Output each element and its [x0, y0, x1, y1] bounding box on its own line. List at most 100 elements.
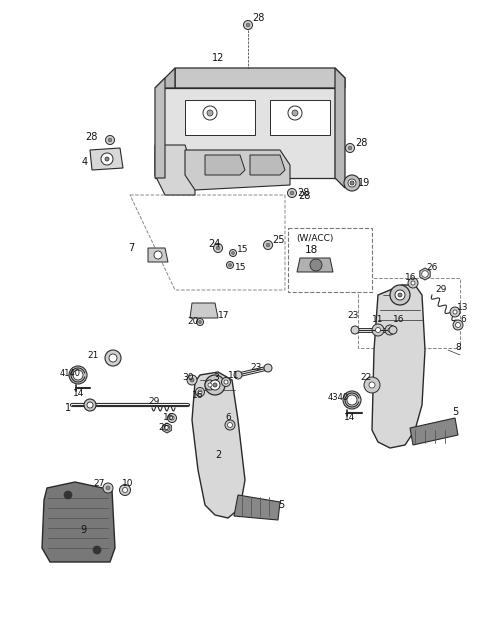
- Text: 3: 3: [213, 373, 219, 383]
- Circle shape: [389, 326, 397, 334]
- Circle shape: [395, 290, 405, 300]
- Circle shape: [450, 307, 460, 317]
- Text: 11: 11: [372, 315, 384, 325]
- Text: 11: 11: [228, 371, 240, 379]
- Circle shape: [187, 375, 197, 385]
- Text: 9: 9: [80, 525, 86, 535]
- Circle shape: [372, 324, 384, 336]
- Text: 1: 1: [65, 403, 71, 413]
- Circle shape: [292, 110, 298, 116]
- Circle shape: [228, 422, 232, 427]
- Text: 4140: 4140: [60, 368, 81, 378]
- Circle shape: [288, 188, 297, 198]
- Polygon shape: [155, 78, 165, 178]
- Text: 12: 12: [212, 53, 224, 63]
- Polygon shape: [250, 155, 285, 175]
- Circle shape: [170, 416, 174, 420]
- Circle shape: [229, 249, 237, 256]
- Circle shape: [343, 391, 361, 409]
- Circle shape: [369, 382, 375, 388]
- Circle shape: [408, 278, 418, 288]
- Circle shape: [234, 371, 242, 379]
- Circle shape: [103, 483, 113, 493]
- Text: 17: 17: [218, 310, 229, 320]
- Circle shape: [205, 375, 225, 395]
- Circle shape: [120, 485, 131, 496]
- Circle shape: [224, 380, 228, 384]
- Circle shape: [73, 370, 83, 380]
- Circle shape: [350, 181, 354, 185]
- Polygon shape: [192, 372, 245, 518]
- Polygon shape: [155, 68, 175, 88]
- Circle shape: [347, 395, 357, 405]
- Circle shape: [208, 383, 212, 387]
- Polygon shape: [185, 100, 255, 135]
- Text: 13: 13: [457, 304, 468, 312]
- Circle shape: [64, 491, 72, 499]
- Circle shape: [221, 378, 230, 386]
- Text: 19: 19: [358, 178, 370, 188]
- Circle shape: [203, 106, 217, 120]
- Text: 22: 22: [360, 373, 371, 383]
- Circle shape: [199, 320, 202, 323]
- Circle shape: [216, 246, 220, 250]
- Circle shape: [288, 106, 302, 120]
- Text: 14: 14: [73, 389, 84, 399]
- Polygon shape: [410, 418, 458, 445]
- Text: 5: 5: [452, 407, 458, 417]
- Circle shape: [411, 281, 415, 285]
- Polygon shape: [155, 145, 195, 195]
- Polygon shape: [185, 150, 290, 190]
- Circle shape: [453, 320, 463, 330]
- Polygon shape: [297, 258, 333, 272]
- Text: 7: 7: [128, 243, 134, 253]
- Text: 4: 4: [82, 157, 88, 167]
- Text: 29: 29: [148, 397, 159, 407]
- Circle shape: [346, 144, 355, 152]
- Circle shape: [87, 402, 93, 408]
- Circle shape: [456, 322, 460, 328]
- Circle shape: [205, 380, 215, 390]
- Text: 28: 28: [298, 191, 311, 201]
- Polygon shape: [90, 148, 123, 170]
- Text: 27: 27: [93, 480, 104, 488]
- Circle shape: [290, 191, 294, 195]
- Text: 26: 26: [158, 424, 169, 432]
- Circle shape: [266, 243, 270, 247]
- FancyBboxPatch shape: [288, 228, 372, 292]
- Text: 25: 25: [272, 235, 285, 245]
- Circle shape: [348, 179, 356, 187]
- Polygon shape: [163, 423, 171, 433]
- Circle shape: [227, 261, 233, 269]
- Circle shape: [101, 153, 113, 165]
- Text: 16: 16: [163, 414, 175, 422]
- Text: 16: 16: [405, 272, 417, 282]
- Circle shape: [207, 110, 213, 116]
- Circle shape: [196, 318, 204, 325]
- Text: 15: 15: [235, 264, 247, 272]
- Circle shape: [264, 364, 272, 372]
- Circle shape: [214, 243, 223, 253]
- Circle shape: [106, 486, 110, 490]
- Circle shape: [310, 259, 322, 271]
- Text: 30: 30: [182, 373, 193, 383]
- Text: 6: 6: [460, 315, 466, 325]
- Circle shape: [364, 377, 380, 393]
- Text: 23: 23: [347, 310, 359, 320]
- Text: 24: 24: [208, 239, 220, 249]
- Text: 20: 20: [187, 317, 198, 327]
- Text: (W/ACC): (W/ACC): [296, 233, 334, 243]
- Circle shape: [122, 488, 128, 493]
- Text: 28: 28: [252, 13, 264, 23]
- Circle shape: [243, 21, 252, 29]
- Polygon shape: [148, 248, 168, 262]
- Text: 6: 6: [225, 414, 231, 422]
- Polygon shape: [335, 68, 345, 188]
- Polygon shape: [42, 482, 115, 562]
- Circle shape: [344, 175, 360, 191]
- Circle shape: [105, 157, 109, 161]
- Text: 2: 2: [215, 450, 221, 460]
- Circle shape: [105, 350, 121, 366]
- Text: 14: 14: [344, 414, 355, 422]
- Polygon shape: [420, 268, 430, 280]
